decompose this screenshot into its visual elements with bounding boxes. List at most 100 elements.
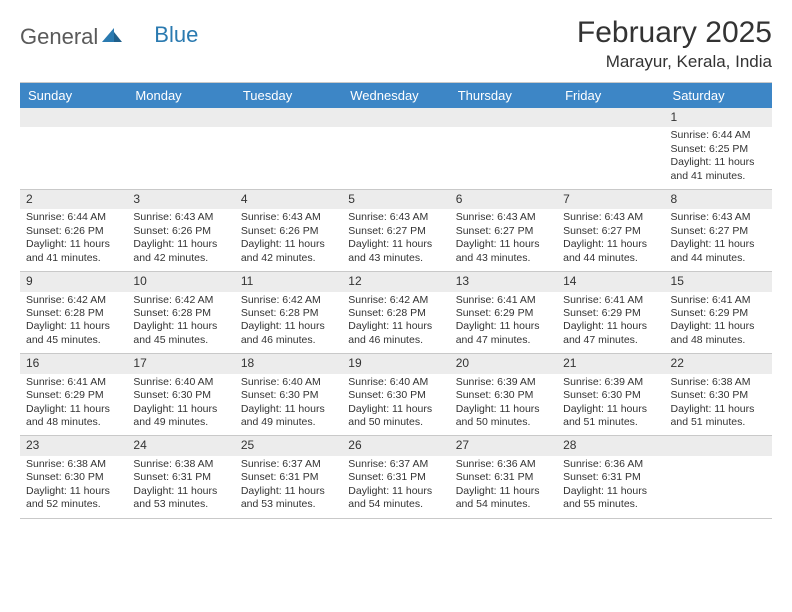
day-detail-line: Sunset: 6:26 PM xyxy=(26,225,121,238)
day-detail-line: Daylight: 11 hours and 52 minutes. xyxy=(26,485,121,512)
calendar-cell: 14Sunrise: 6:41 AMSunset: 6:29 PMDayligh… xyxy=(557,272,664,353)
day-number: 7 xyxy=(557,190,664,209)
day-detail-line: Daylight: 11 hours and 43 minutes. xyxy=(348,238,443,265)
location-label: Marayur, Kerala, India xyxy=(577,52,772,72)
day-number: 9 xyxy=(20,272,127,291)
day-number: 19 xyxy=(342,354,449,373)
day-detail-line: Sunset: 6:29 PM xyxy=(563,307,658,320)
day-detail-line: Sunset: 6:30 PM xyxy=(563,389,658,402)
calendar-cell xyxy=(450,108,557,189)
day-detail-line: Daylight: 11 hours and 45 minutes. xyxy=(133,320,228,347)
logo-triangle-icon xyxy=(102,28,122,47)
day-detail-line: Daylight: 11 hours and 46 minutes. xyxy=(241,320,336,347)
day-number: 8 xyxy=(665,190,772,209)
day-detail-line: Sunrise: 6:43 AM xyxy=(241,211,336,224)
weekday-label: Monday xyxy=(127,83,234,108)
day-detail-line: Sunset: 6:27 PM xyxy=(348,225,443,238)
day-detail-line: Daylight: 11 hours and 41 minutes. xyxy=(671,156,766,183)
day-detail-line: Sunset: 6:29 PM xyxy=(671,307,766,320)
calendar-cell: 6Sunrise: 6:43 AMSunset: 6:27 PMDaylight… xyxy=(450,190,557,271)
day-number: 3 xyxy=(127,190,234,209)
calendar-cell: 2Sunrise: 6:44 AMSunset: 6:26 PMDaylight… xyxy=(20,190,127,271)
day-detail-line: Sunset: 6:30 PM xyxy=(671,389,766,402)
day-detail-line: Sunrise: 6:36 AM xyxy=(563,458,658,471)
day-detail-line: Sunset: 6:31 PM xyxy=(348,471,443,484)
calendar-week: 16Sunrise: 6:41 AMSunset: 6:29 PMDayligh… xyxy=(20,354,772,436)
day-detail-line: Sunset: 6:31 PM xyxy=(133,471,228,484)
day-detail-line: Sunset: 6:28 PM xyxy=(241,307,336,320)
day-number: 27 xyxy=(450,436,557,455)
day-detail-line: Sunrise: 6:40 AM xyxy=(348,376,443,389)
day-number: 1 xyxy=(665,108,772,127)
day-detail-line: Daylight: 11 hours and 50 minutes. xyxy=(456,403,551,430)
day-detail-line: Daylight: 11 hours and 48 minutes. xyxy=(671,320,766,347)
day-number xyxy=(127,108,234,127)
logo-word2: Blue xyxy=(154,22,198,48)
day-detail-line: Daylight: 11 hours and 42 minutes. xyxy=(241,238,336,265)
day-number: 14 xyxy=(557,272,664,291)
calendar-cell: 21Sunrise: 6:39 AMSunset: 6:30 PMDayligh… xyxy=(557,354,664,435)
day-number: 2 xyxy=(20,190,127,209)
day-detail-line: Sunset: 6:28 PM xyxy=(133,307,228,320)
weekday-label: Tuesday xyxy=(235,83,342,108)
day-number: 21 xyxy=(557,354,664,373)
day-detail-line: Sunset: 6:25 PM xyxy=(671,143,766,156)
calendar-week: 2Sunrise: 6:44 AMSunset: 6:26 PMDaylight… xyxy=(20,190,772,272)
day-detail-line: Sunrise: 6:42 AM xyxy=(241,294,336,307)
calendar-cell: 26 Sunrise: 6:37 AMSunset: 6:31 PMDayligh… xyxy=(342,436,449,517)
day-detail-line: Sunset: 6:26 PM xyxy=(133,225,228,238)
calendar-cell xyxy=(20,108,127,189)
calendar-cell: 11 Sunrise: 6:42 AMSunset: 6:28 PMDayligh… xyxy=(235,272,342,353)
day-number: 22 xyxy=(665,354,772,373)
day-detail-line: Sunrise: 6:37 AM xyxy=(348,458,443,471)
day-number: 26 xyxy=(342,436,449,455)
day-detail-line: Sunrise: 6:37 AM xyxy=(241,458,336,471)
weekday-header: SundayMondayTuesdayWednesdayThursdayFrid… xyxy=(20,82,772,108)
day-detail-line: Sunrise: 6:41 AM xyxy=(456,294,551,307)
day-number xyxy=(235,108,342,127)
calendar-cell: 20Sunrise: 6:39 AMSunset: 6:30 PMDayligh… xyxy=(450,354,557,435)
day-detail-line: Daylight: 11 hours and 55 minutes. xyxy=(563,485,658,512)
day-detail-line: Sunset: 6:30 PM xyxy=(133,389,228,402)
title-block: February 2025 Marayur, Kerala, India xyxy=(577,16,772,72)
calendar-cell: 16Sunrise: 6:41 AMSunset: 6:29 PMDayligh… xyxy=(20,354,127,435)
day-number: 13 xyxy=(450,272,557,291)
day-detail-line: Daylight: 11 hours and 45 minutes. xyxy=(26,320,121,347)
weekday-label: Wednesday xyxy=(342,83,449,108)
day-detail-line: Sunrise: 6:43 AM xyxy=(348,211,443,224)
calendar-week: 23Sunrise: 6:38 AMSunset: 6:30 PMDayligh… xyxy=(20,436,772,518)
day-detail-line: Sunrise: 6:38 AM xyxy=(26,458,121,471)
day-number xyxy=(665,436,772,455)
weekday-label: Sunday xyxy=(20,83,127,108)
logo-word1: General xyxy=(20,24,98,50)
day-number xyxy=(450,108,557,127)
day-detail-line: Daylight: 11 hours and 49 minutes. xyxy=(241,403,336,430)
day-number: 5 xyxy=(342,190,449,209)
weekday-label: Friday xyxy=(557,83,664,108)
day-number: 11 xyxy=(235,272,342,291)
day-detail-line: Sunset: 6:30 PM xyxy=(26,471,121,484)
day-detail-line: Daylight: 11 hours and 53 minutes. xyxy=(133,485,228,512)
calendar-cell: 19Sunrise: 6:40 AMSunset: 6:30 PMDayligh… xyxy=(342,354,449,435)
header-row: General Blue February 2025 Marayur, Kera… xyxy=(20,16,772,72)
day-detail-line: Sunset: 6:27 PM xyxy=(456,225,551,238)
day-number: 12 xyxy=(342,272,449,291)
calendar-cell: 8Sunrise: 6:43 AMSunset: 6:27 PMDaylight… xyxy=(665,190,772,271)
calendar-cell xyxy=(665,436,772,517)
calendar-cell: 15Sunrise: 6:41 AMSunset: 6:29 PMDayligh… xyxy=(665,272,772,353)
calendar-cell: 1Sunrise: 6:44 AMSunset: 6:25 PMDaylight… xyxy=(665,108,772,189)
day-detail-line: Sunset: 6:27 PM xyxy=(671,225,766,238)
day-number: 25 xyxy=(235,436,342,455)
day-detail-line: Daylight: 11 hours and 48 minutes. xyxy=(26,403,121,430)
day-detail-line: Sunrise: 6:40 AM xyxy=(241,376,336,389)
day-detail-line: Daylight: 11 hours and 53 minutes. xyxy=(241,485,336,512)
calendar-cell: 28Sunrise: 6:36 AMSunset: 6:31 PMDayligh… xyxy=(557,436,664,517)
day-detail-line: Sunset: 6:28 PM xyxy=(26,307,121,320)
calendar-cell: 24Sunrise: 6:38 AMSunset: 6:31 PMDayligh… xyxy=(127,436,234,517)
calendar-cell: 27Sunrise: 6:36 AMSunset: 6:31 PMDayligh… xyxy=(450,436,557,517)
day-detail-line: Sunrise: 6:39 AM xyxy=(456,376,551,389)
day-number xyxy=(342,108,449,127)
day-detail-line: Sunrise: 6:40 AM xyxy=(133,376,228,389)
day-detail-line: Daylight: 11 hours and 54 minutes. xyxy=(456,485,551,512)
day-detail-line: Daylight: 11 hours and 54 minutes. xyxy=(348,485,443,512)
